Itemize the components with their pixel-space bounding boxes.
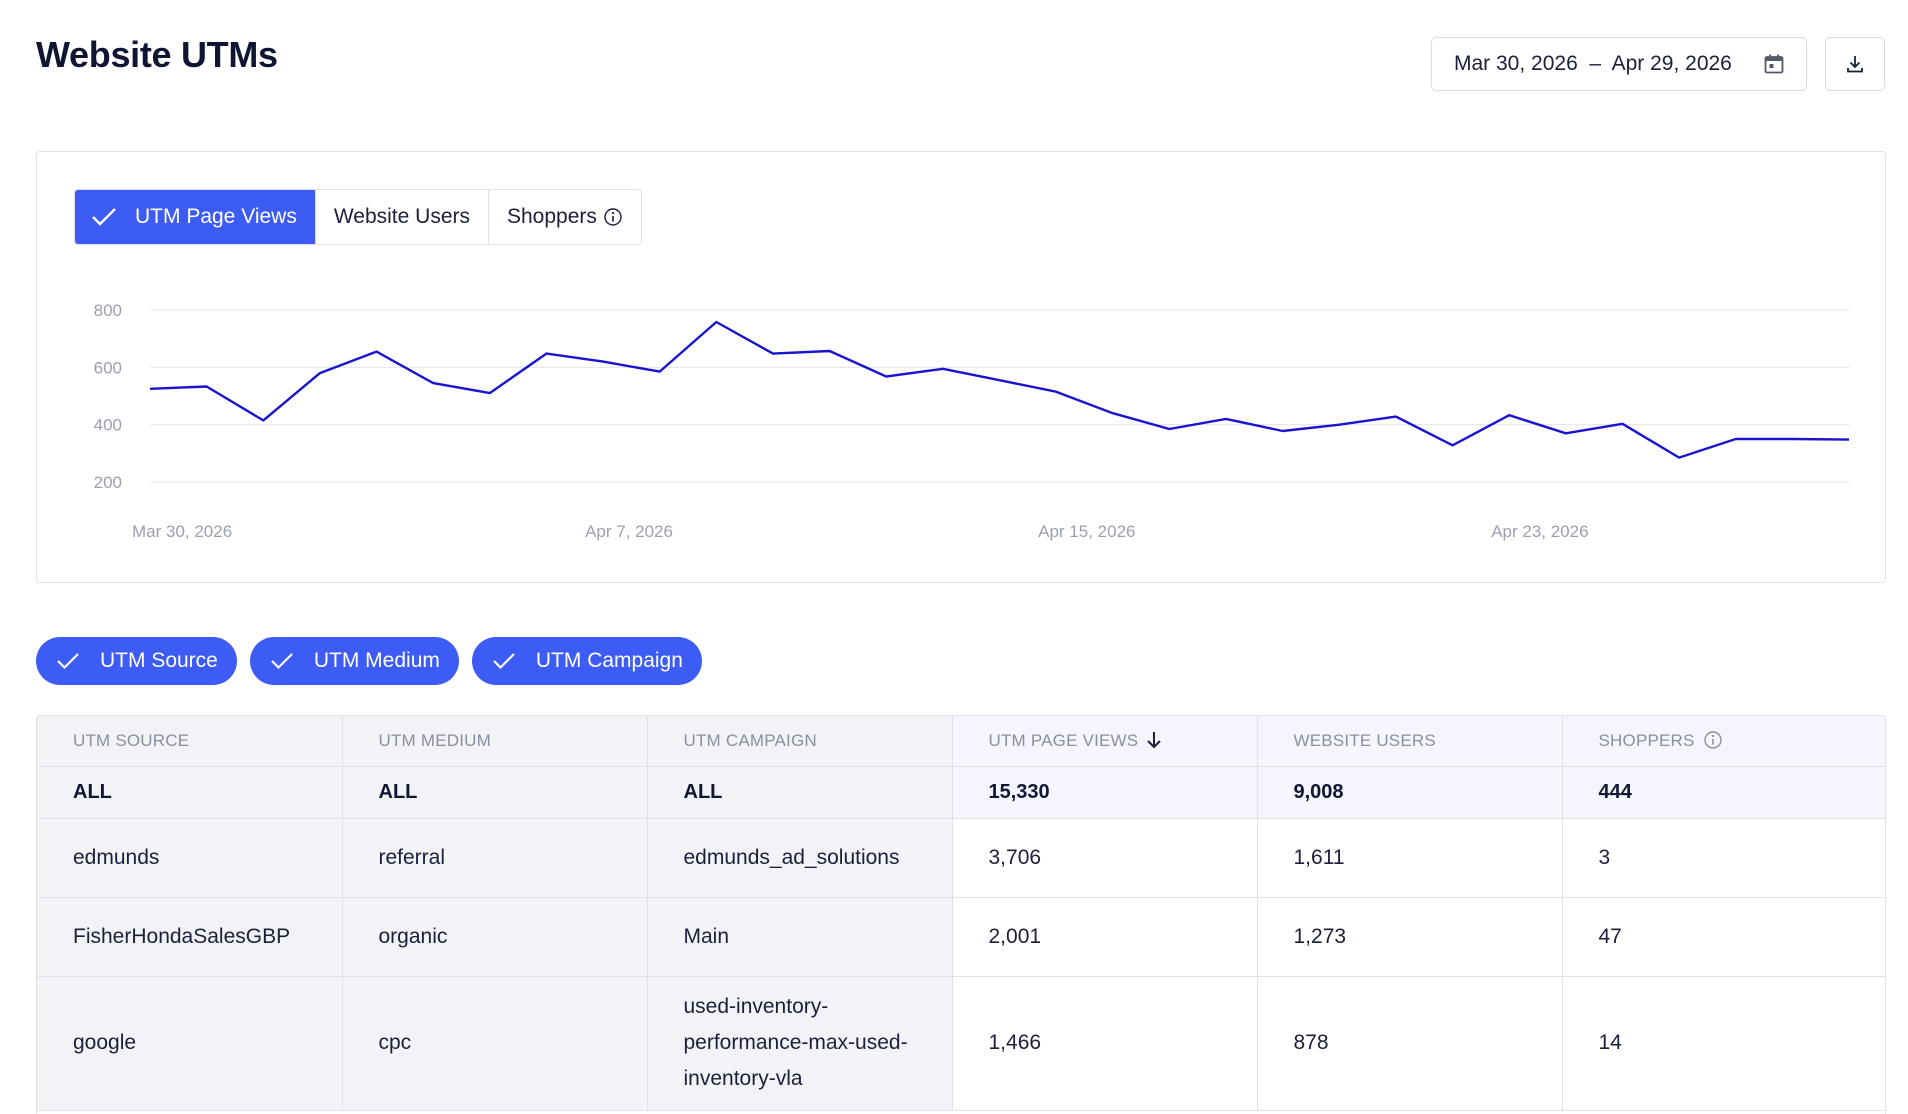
cell-page-views: 2,001: [952, 897, 1258, 977]
cell-campaign: used-inventory-performance-max-used-inve…: [647, 976, 953, 1111]
pill-label: UTM Medium: [313, 649, 440, 672]
tab-label: Website Users: [333, 205, 470, 228]
check-icon: [92, 208, 116, 226]
info-icon[interactable]: [603, 207, 623, 227]
cell-campaign: ALL: [647, 766, 953, 819]
table-total-row: ALL ALL ALL 15,330 9,008 444: [37, 766, 1885, 819]
cell-medium: organic: [342, 897, 648, 977]
cell-users: 878: [1257, 976, 1563, 1111]
header-utm-medium[interactable]: UTM MEDIUM: [342, 716, 648, 767]
cell-shoppers: 14: [1562, 976, 1885, 1111]
line-chart: 200 400 600 800 Mar 30, 2026 Apr 7, 2026 Apr 1…: [94, 301, 1850, 541]
header-label: SHOPPERS: [1598, 731, 1695, 751]
tab-label: Shoppers: [507, 205, 597, 228]
header-shoppers[interactable]: SHOPPERS: [1562, 716, 1885, 767]
table-header-row: UTM SOURCE UTM MEDIUM UTM CAMPAIGN UTM P…: [37, 716, 1885, 767]
utm-table: UTM SOURCE UTM MEDIUM UTM CAMPAIGN UTM P…: [36, 715, 1886, 1114]
pill-utm-medium[interactable]: UTM Medium: [249, 637, 459, 685]
table-row[interactable]: google cpc used-inventory-performance-ma…: [37, 976, 1885, 1111]
y-tick-label: 400: [94, 416, 122, 435]
chart-card: UTM Page Views Website Users Shoppers 20…: [36, 151, 1886, 583]
tab-website-users[interactable]: Website Users: [315, 190, 489, 244]
cell-shoppers: 47: [1562, 897, 1885, 977]
cell-source: FisherHondaSalesGBP: [37, 897, 343, 977]
check-icon: [493, 653, 515, 670]
pill-label: UTM Source: [100, 649, 218, 672]
metric-tabs: UTM Page Views Website Users Shoppers: [74, 189, 642, 245]
cell-page-views: 15,330: [952, 766, 1258, 819]
y-tick-label: 200: [94, 473, 122, 492]
cell-users: 1,611: [1257, 818, 1563, 898]
cell-medium: ALL: [342, 766, 648, 819]
cell-shoppers: 3: [1562, 818, 1885, 898]
dimension-pills: UTM Source UTM Medium UTM Campaign: [36, 637, 702, 685]
y-tick-label: 600: [94, 358, 122, 377]
x-tick-label: Apr 23, 2026: [1491, 522, 1588, 541]
cell-shoppers: 444: [1562, 766, 1885, 819]
cell-users: 9,008: [1257, 766, 1563, 819]
page-title: Website UTMs: [36, 34, 278, 75]
cell-medium: cpc: [342, 976, 648, 1111]
x-tick-label: Apr 15, 2026: [1038, 522, 1135, 541]
pill-utm-campaign[interactable]: UTM Campaign: [471, 637, 702, 685]
cell-page-views: 1,466: [952, 976, 1258, 1111]
date-range-picker[interactable]: Mar 30, 2026 – Apr 29, 2026: [1431, 37, 1807, 91]
cell-users: 1,273: [1257, 897, 1563, 977]
tab-label: UTM Page Views: [135, 205, 297, 228]
cell-medium: referral: [342, 818, 648, 898]
header-label: UTM PAGE VIEWS: [988, 731, 1139, 751]
header-label: WEBSITE USERS: [1293, 730, 1436, 750]
x-tick-label: Mar 30, 2026: [132, 522, 232, 541]
tab-utm-page-views[interactable]: UTM Page Views: [75, 190, 316, 244]
download-button[interactable]: [1825, 37, 1885, 91]
pill-utm-source[interactable]: UTM Source: [36, 637, 237, 685]
download-icon: [1847, 56, 1863, 73]
header-label: UTM SOURCE: [73, 730, 190, 750]
sort-descending-icon: [1147, 732, 1162, 749]
header-label: UTM MEDIUM: [378, 730, 491, 750]
series-line[interactable]: [149, 320, 1850, 459]
pill-label: UTM Campaign: [535, 649, 683, 672]
calendar-icon: [1764, 54, 1784, 74]
x-tick-label: Apr 7, 2026: [585, 522, 673, 541]
cell-source: google: [37, 976, 343, 1111]
header-website-users[interactable]: WEBSITE USERS: [1257, 716, 1563, 767]
check-icon: [57, 653, 79, 670]
header-utm-campaign[interactable]: UTM CAMPAIGN: [647, 716, 953, 767]
header-utm-page-views[interactable]: UTM PAGE VIEWS: [952, 716, 1258, 767]
table-row[interactable]: edmunds referral edmunds_ad_solutions 3,…: [37, 818, 1885, 898]
info-icon[interactable]: [1703, 730, 1723, 750]
y-tick-label: 800: [94, 301, 122, 320]
header-label: UTM CAMPAIGN: [683, 730, 817, 750]
tab-shoppers[interactable]: Shoppers: [489, 190, 641, 244]
check-icon: [271, 653, 293, 670]
header-utm-source[interactable]: UTM SOURCE: [37, 716, 343, 767]
cell-source: ALL: [37, 766, 343, 819]
date-range-label: Mar 30, 2026 – Apr 29, 2026: [1454, 52, 1732, 75]
table-row[interactable]: FisherHondaSalesGBP organic Main 2,001 1…: [37, 897, 1885, 977]
cell-source: edmunds: [37, 818, 343, 898]
cell-campaign: edmunds_ad_solutions: [647, 818, 953, 898]
cell-page-views: 3,706: [952, 818, 1258, 898]
cell-campaign: Main: [647, 897, 953, 977]
